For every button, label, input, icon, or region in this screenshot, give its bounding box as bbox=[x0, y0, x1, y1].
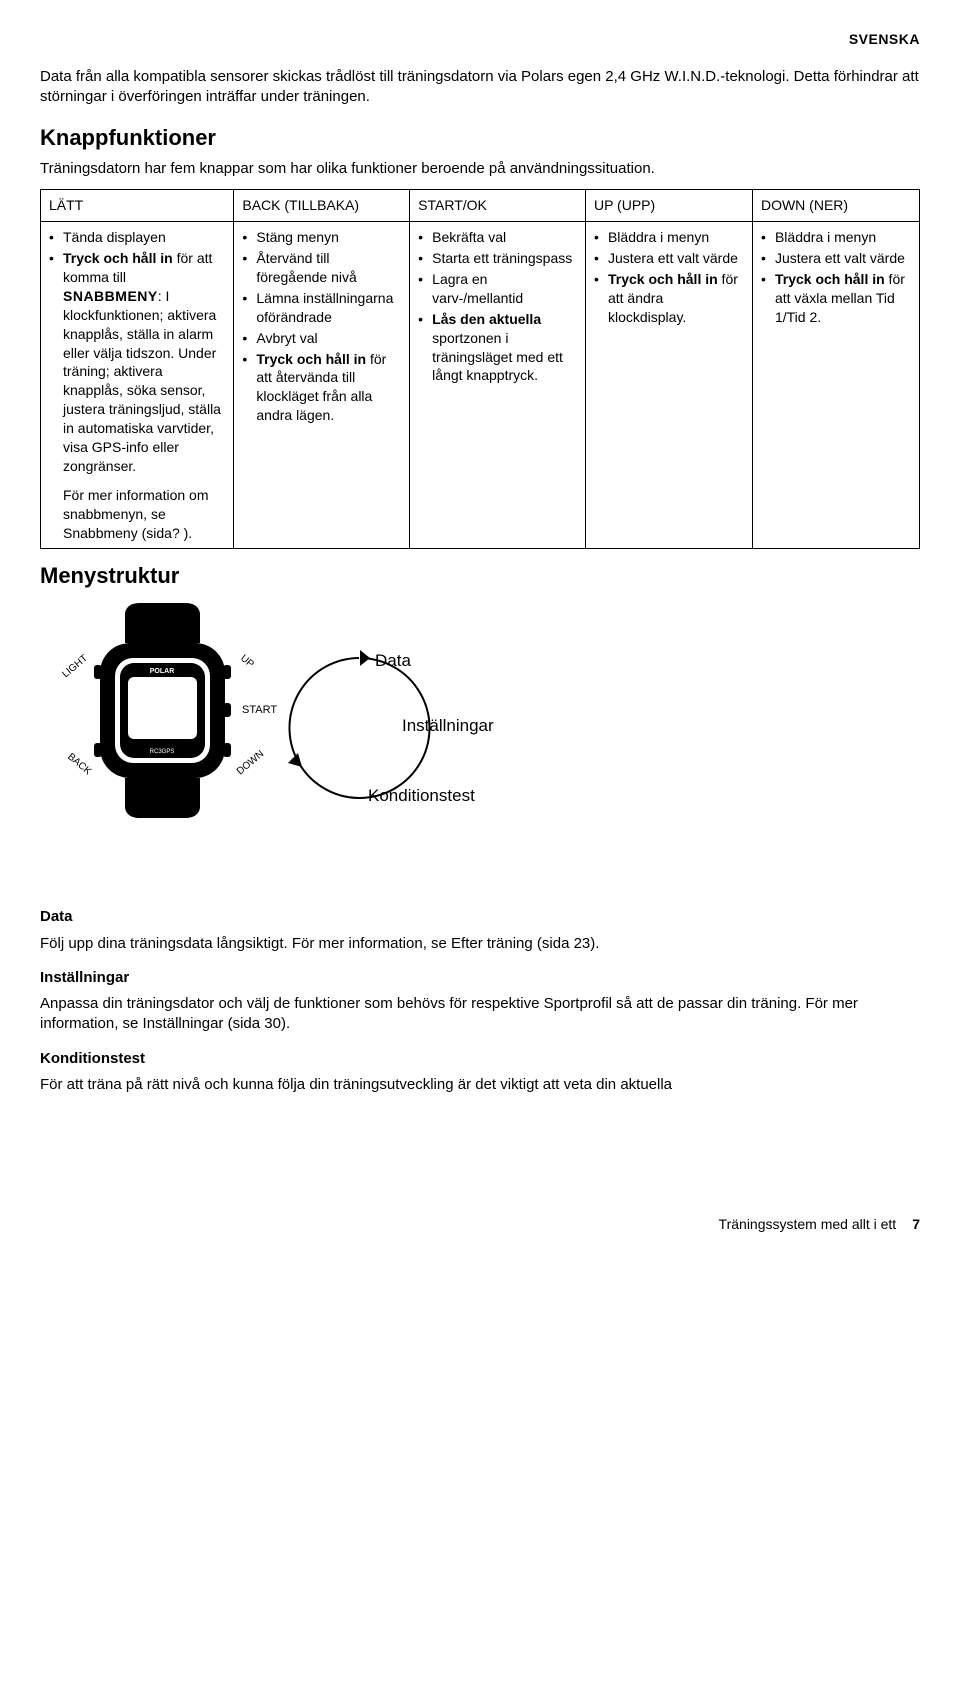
installningar-heading: Inställningar bbox=[40, 968, 920, 988]
konditionstest-paragraph: För att träna på rätt nivå och kunna föl… bbox=[40, 1075, 920, 1095]
installningar-paragraph: Anpassa din träningsdator och välj de fu… bbox=[40, 994, 920, 1035]
list-item: Bekräfta val bbox=[418, 228, 577, 247]
cell-latt: Tända displayen Tryck och håll in för at… bbox=[41, 222, 234, 549]
cell-up: Bläddra i menyn Justera ett valt värde T… bbox=[585, 222, 752, 549]
th-start: START/OK bbox=[410, 190, 586, 222]
list-item: Starta ett träningspass bbox=[418, 249, 577, 268]
list-item: Justera ett valt värde bbox=[761, 249, 911, 268]
list-item: Bläddra i menyn bbox=[594, 228, 744, 247]
svg-text:BACK: BACK bbox=[65, 752, 93, 778]
knappfunktioner-heading: Knappfunktioner bbox=[40, 123, 920, 153]
th-up: UP (UPP) bbox=[585, 190, 752, 222]
svg-text:LIGHT: LIGHT bbox=[60, 653, 90, 680]
button-functions-table: LÄTT BACK (TILLBAKA) START/OK UP (UPP) D… bbox=[40, 189, 920, 549]
list-item: Avbryt val bbox=[242, 329, 401, 348]
language-label: SVENSKA bbox=[40, 30, 920, 49]
th-down: DOWN (NER) bbox=[752, 190, 919, 222]
list-item: Justera ett valt värde bbox=[594, 249, 744, 268]
snabbmeny-note: För mer information om snabbmenyn, se Sn… bbox=[49, 486, 225, 543]
svg-text:RC3GPS: RC3GPS bbox=[150, 749, 175, 755]
list-item: Tända displayen bbox=[49, 228, 225, 247]
footer-title: Träningssystem med allt i ett bbox=[719, 1215, 897, 1234]
svg-text:START: START bbox=[242, 704, 277, 716]
knappfunktioner-sub: Träningsdatorn har fem knappar som har o… bbox=[40, 159, 920, 179]
cell-back: Stäng menyn Återvänd till föregående niv… bbox=[234, 222, 410, 549]
svg-text:Inställningar: Inställningar bbox=[402, 716, 494, 735]
list-item: Tryck och håll in för att ändra klockdis… bbox=[594, 270, 744, 327]
svg-text:DOWN: DOWN bbox=[235, 749, 266, 778]
data-heading: Data bbox=[40, 907, 920, 927]
menystruktur-heading: Menystruktur bbox=[40, 561, 920, 591]
list-item: Bläddra i menyn bbox=[761, 228, 911, 247]
intro-paragraph: Data från alla kompatibla sensorer skick… bbox=[40, 67, 920, 108]
konditionstest-heading: Konditionstest bbox=[40, 1049, 920, 1069]
watch-diagram-svg: POLAR RC3GPS LIGHT BACK UP START DOWN Da… bbox=[40, 603, 600, 883]
list-item: Tryck och håll in för att komma till SNA… bbox=[49, 249, 225, 476]
menu-structure-diagram: POLAR RC3GPS LIGHT BACK UP START DOWN Da… bbox=[40, 603, 920, 889]
page-number: 7 bbox=[912, 1215, 920, 1234]
data-paragraph: Följ upp dina träningsdata långsiktigt. … bbox=[40, 934, 920, 954]
list-item: Lämna inställningarna oförändrade bbox=[242, 289, 401, 327]
list-item: Tryck och håll in för att växla mellan T… bbox=[761, 270, 911, 327]
svg-text:POLAR: POLAR bbox=[150, 668, 175, 675]
cell-start: Bekräfta val Starta ett träningspass Lag… bbox=[410, 222, 586, 549]
page-footer: Träningssystem med allt i ett 7 bbox=[40, 1215, 920, 1234]
list-item: Lagra en varv-/mellantid bbox=[418, 270, 577, 308]
list-item: Återvänd till föregående nivå bbox=[242, 249, 401, 287]
list-item: Tryck och håll in för att återvända till… bbox=[242, 350, 401, 426]
th-back: BACK (TILLBAKA) bbox=[234, 190, 410, 222]
th-latt: LÄTT bbox=[41, 190, 234, 222]
list-item: Stäng menyn bbox=[242, 228, 401, 247]
cell-down: Bläddra i menyn Justera ett valt värde T… bbox=[752, 222, 919, 549]
list-item: Lås den aktuella sportzonen i träningslä… bbox=[418, 310, 577, 386]
svg-text:UP: UP bbox=[238, 653, 256, 671]
svg-text:Data: Data bbox=[375, 651, 411, 670]
svg-text:Konditionstest: Konditionstest bbox=[368, 786, 475, 805]
